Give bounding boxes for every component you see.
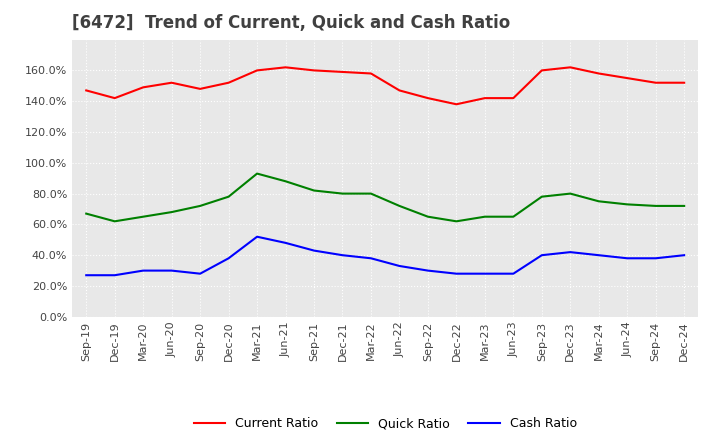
Cash Ratio xyxy=(395,263,404,268)
Cash Ratio xyxy=(595,253,603,258)
Current Ratio xyxy=(82,88,91,93)
Quick Ratio xyxy=(509,214,518,219)
Quick Ratio xyxy=(452,219,461,224)
Quick Ratio xyxy=(82,211,91,216)
Cash Ratio xyxy=(338,253,347,258)
Line: Cash Ratio: Cash Ratio xyxy=(86,237,684,275)
Quick Ratio xyxy=(423,214,432,219)
Cash Ratio xyxy=(196,271,204,276)
Cash Ratio xyxy=(167,268,176,273)
Text: [6472]  Trend of Current, Quick and Cash Ratio: [6472] Trend of Current, Quick and Cash … xyxy=(72,15,510,33)
Quick Ratio xyxy=(366,191,375,196)
Current Ratio xyxy=(509,95,518,101)
Cash Ratio xyxy=(480,271,489,276)
Cash Ratio xyxy=(452,271,461,276)
Current Ratio xyxy=(595,71,603,76)
Quick Ratio xyxy=(537,194,546,199)
Cash Ratio xyxy=(537,253,546,258)
Current Ratio xyxy=(225,80,233,85)
Cash Ratio xyxy=(652,256,660,261)
Current Ratio xyxy=(196,86,204,92)
Quick Ratio xyxy=(566,191,575,196)
Cash Ratio xyxy=(310,248,318,253)
Cash Ratio xyxy=(423,268,432,273)
Current Ratio xyxy=(338,69,347,74)
Quick Ratio xyxy=(338,191,347,196)
Quick Ratio xyxy=(310,188,318,193)
Current Ratio xyxy=(253,68,261,73)
Quick Ratio xyxy=(652,203,660,209)
Line: Current Ratio: Current Ratio xyxy=(86,67,684,104)
Current Ratio xyxy=(310,68,318,73)
Current Ratio xyxy=(167,80,176,85)
Line: Quick Ratio: Quick Ratio xyxy=(86,173,684,221)
Cash Ratio xyxy=(139,268,148,273)
Current Ratio xyxy=(537,68,546,73)
Quick Ratio xyxy=(680,203,688,209)
Quick Ratio xyxy=(480,214,489,219)
Quick Ratio xyxy=(139,214,148,219)
Current Ratio xyxy=(680,80,688,85)
Cash Ratio xyxy=(225,256,233,261)
Quick Ratio xyxy=(395,203,404,209)
Current Ratio xyxy=(366,71,375,76)
Cash Ratio xyxy=(110,272,119,278)
Quick Ratio xyxy=(595,198,603,204)
Current Ratio xyxy=(139,84,148,90)
Cash Ratio xyxy=(282,240,290,246)
Cash Ratio xyxy=(623,256,631,261)
Quick Ratio xyxy=(196,203,204,209)
Current Ratio xyxy=(623,75,631,81)
Quick Ratio xyxy=(253,171,261,176)
Quick Ratio xyxy=(282,179,290,184)
Current Ratio xyxy=(652,80,660,85)
Current Ratio xyxy=(480,95,489,101)
Current Ratio xyxy=(452,102,461,107)
Quick Ratio xyxy=(623,202,631,207)
Current Ratio xyxy=(282,65,290,70)
Current Ratio xyxy=(395,88,404,93)
Current Ratio xyxy=(423,95,432,101)
Cash Ratio xyxy=(253,234,261,239)
Quick Ratio xyxy=(167,209,176,215)
Quick Ratio xyxy=(225,194,233,199)
Current Ratio xyxy=(110,95,119,101)
Current Ratio xyxy=(566,65,575,70)
Cash Ratio xyxy=(509,271,518,276)
Cash Ratio xyxy=(366,256,375,261)
Cash Ratio xyxy=(566,249,575,255)
Cash Ratio xyxy=(82,272,91,278)
Quick Ratio xyxy=(110,219,119,224)
Legend: Current Ratio, Quick Ratio, Cash Ratio: Current Ratio, Quick Ratio, Cash Ratio xyxy=(189,412,582,435)
Cash Ratio xyxy=(680,253,688,258)
